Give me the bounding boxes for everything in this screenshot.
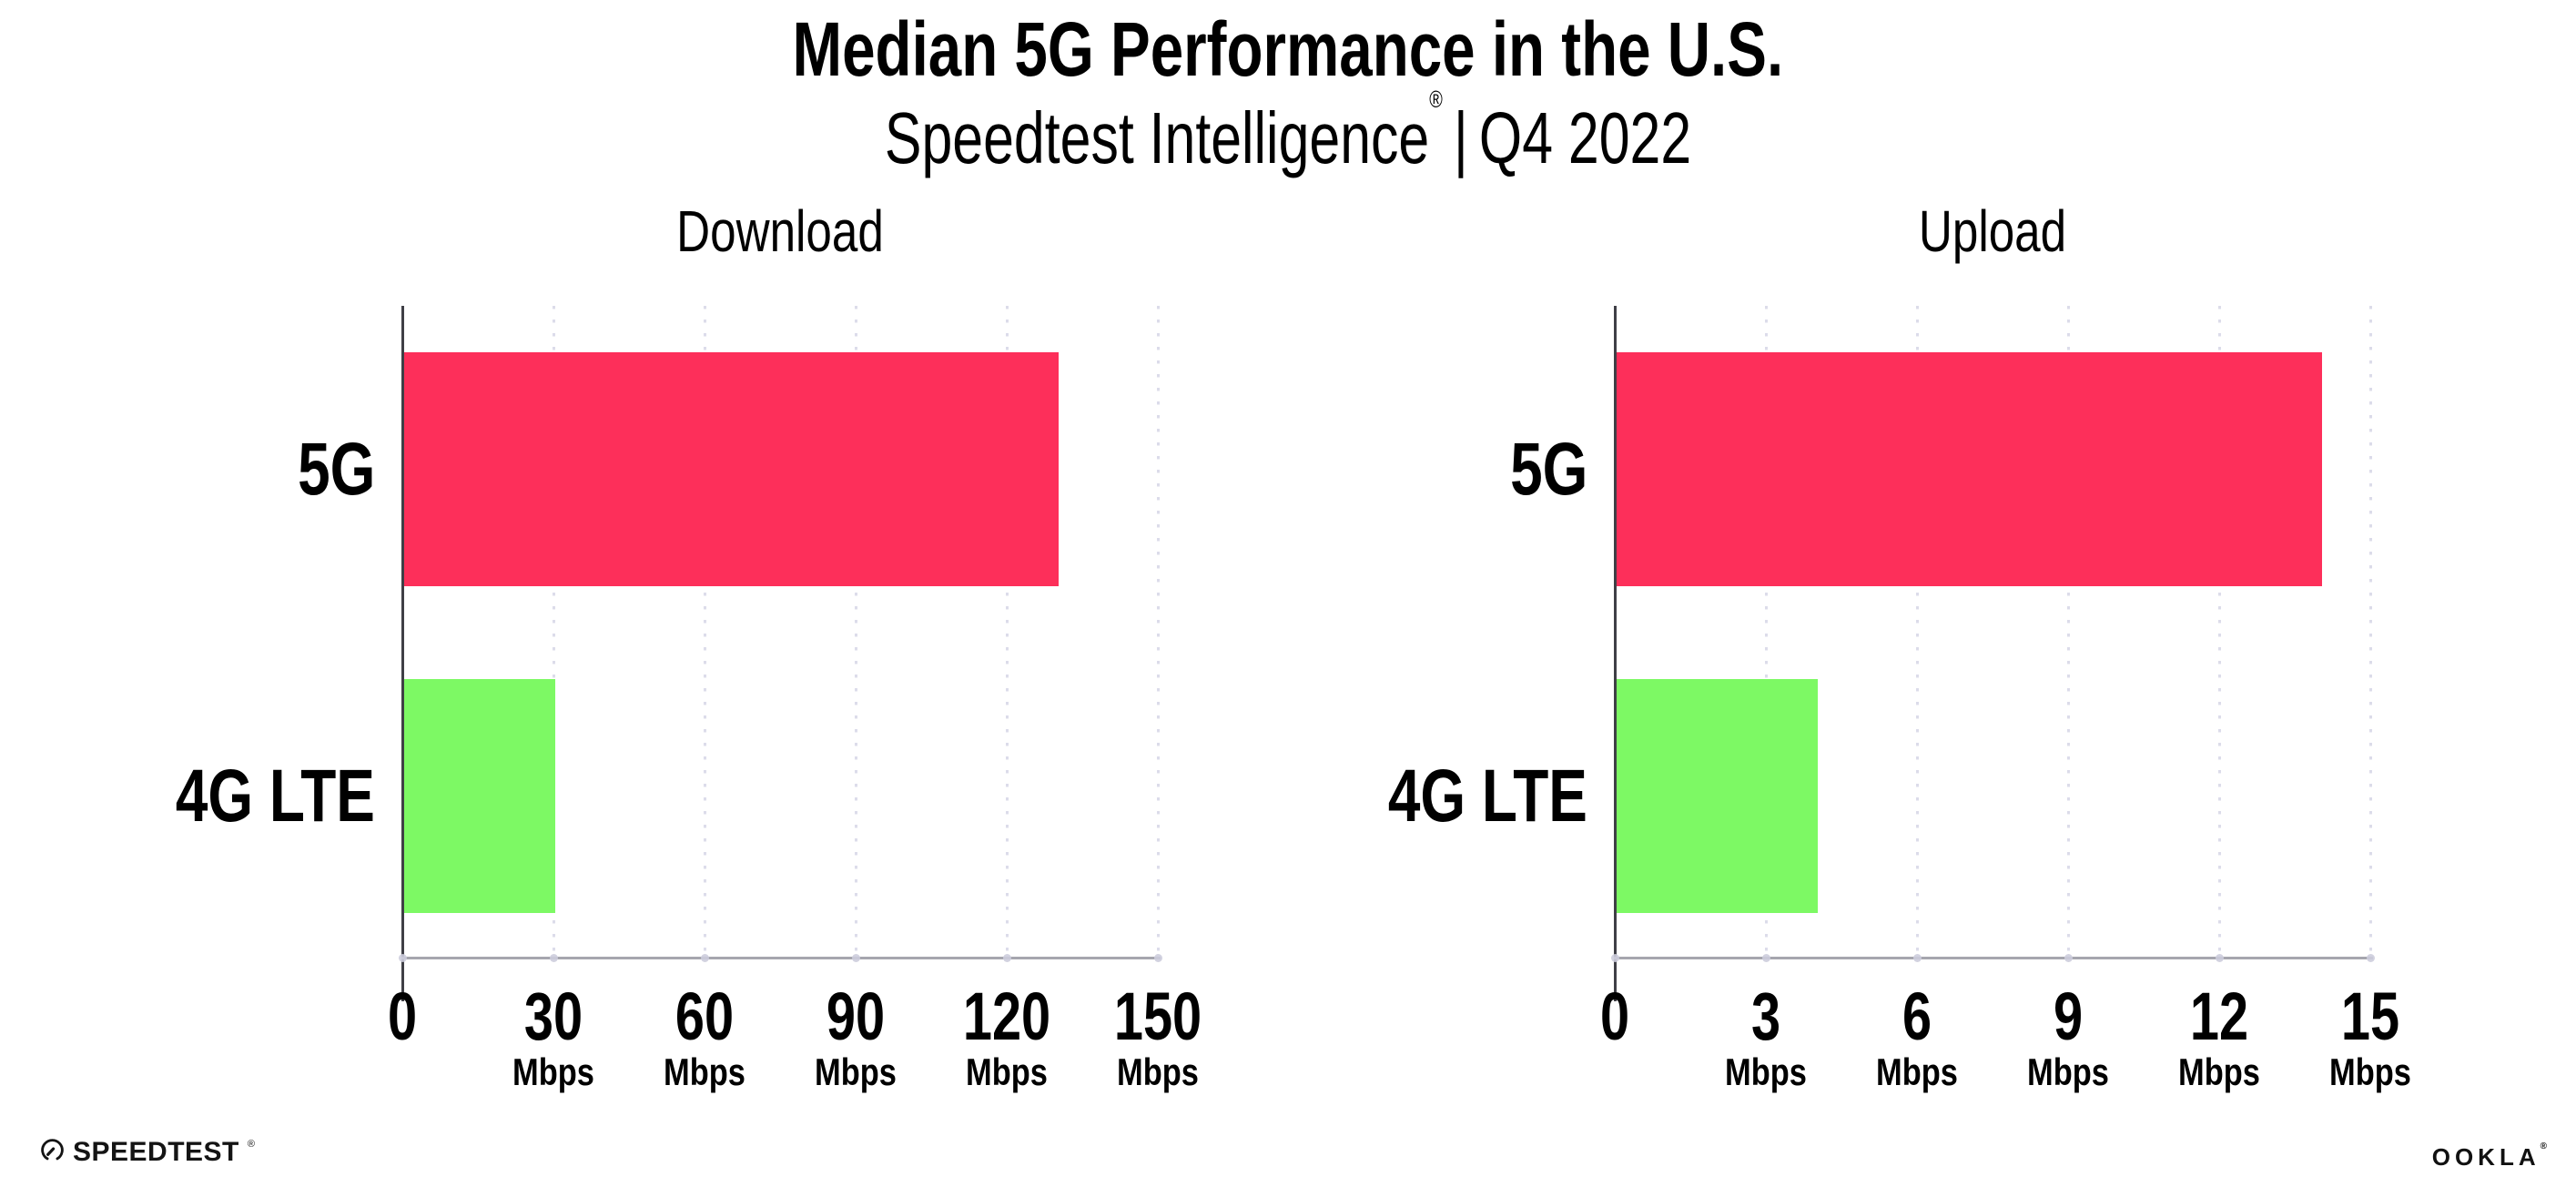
tick-label: 90: [826, 979, 886, 1054]
upload-chart-title: Upload: [1918, 198, 2067, 264]
axis-tick-dot: [549, 954, 558, 962]
gridline: [552, 306, 555, 957]
tick-unit-label: Mbps: [2178, 1050, 2260, 1093]
tick-unit-label: Mbps: [1876, 1050, 1958, 1093]
x-axis-baseline: [401, 957, 1161, 959]
category-label: 4G LTE: [1387, 754, 1587, 837]
tick-unit-label: Mbps: [1725, 1050, 1807, 1093]
page-title-text: Median 5G Performance in the U.S.: [792, 6, 1784, 92]
gridline: [1005, 306, 1009, 957]
subtitle-separator: |: [1453, 97, 1468, 179]
registered-mark: ®: [1429, 85, 1443, 113]
axis-tick-dot: [1912, 954, 1922, 962]
subtitle-period: Q4 2022: [1478, 97, 1692, 179]
y-axis-spine: [401, 306, 404, 1001]
category-label: 5G: [297, 427, 375, 511]
tick-unit-label: Mbps: [2027, 1050, 2109, 1093]
gridline: [1764, 306, 1768, 957]
tick-unit-label: Mbps: [664, 1050, 745, 1093]
y-axis-spine: [1614, 306, 1617, 1001]
axis-tick-dot: [1610, 954, 1619, 962]
tick-label: 150: [1113, 979, 1202, 1054]
ookla-registered-mark: ®: [2540, 1141, 2547, 1152]
tick-label: 0: [1599, 979, 1630, 1054]
tick-label: 9: [2053, 979, 2084, 1054]
category-label: 5G: [1509, 427, 1587, 511]
bar-5g: [404, 352, 1059, 586]
tick-label: 0: [387, 979, 418, 1054]
tick-label: 60: [674, 979, 735, 1054]
speedtest-wordmark: SPEEDTEST: [73, 1137, 239, 1167]
axis-tick-dot: [2064, 954, 2073, 962]
ookla-logo: OOKLA®: [2431, 1142, 2547, 1171]
axis-tick-dot: [1002, 954, 1011, 962]
tick-unit-label: Mbps: [815, 1050, 897, 1093]
axis-tick-dot: [1153, 954, 1162, 962]
tick-label: 12: [2189, 979, 2249, 1054]
gridline: [1156, 306, 1160, 957]
tick-unit-label: Mbps: [1117, 1050, 1199, 1093]
gridline: [1915, 306, 1919, 957]
axis-tick-dot: [700, 954, 709, 962]
header: Median 5G Performance in the U.S. Speedt…: [0, 0, 2576, 175]
download-chart-title: Download: [676, 198, 884, 264]
tick-unit-label: Mbps: [2329, 1050, 2411, 1093]
tick-label: 120: [962, 979, 1051, 1054]
brand-name: Speedtest Intelligence: [884, 97, 1430, 179]
tick-label: 6: [1902, 979, 1932, 1054]
axis-tick-dot: [398, 954, 407, 962]
speedtest-gauge-icon: [40, 1138, 65, 1167]
page-title: Median 5G Performance in the U.S.: [0, 0, 2576, 89]
speedtest-logo: SPEEDTEST ®: [40, 1138, 255, 1167]
tick-unit-label: Mbps: [512, 1050, 594, 1093]
tick-label: 15: [2340, 979, 2400, 1054]
page-subtitle: Speedtest Intelligence® | Q4 2022: [0, 87, 2576, 175]
axis-tick-dot: [2215, 954, 2224, 962]
tick-unit-label: Mbps: [966, 1050, 1048, 1093]
tick-label: 30: [523, 979, 583, 1054]
category-label: 4G LTE: [175, 754, 375, 837]
bar-4g-lte: [404, 679, 555, 913]
axis-tick-dot: [1761, 954, 1770, 962]
axis-tick-dot: [851, 954, 860, 962]
gridline: [2217, 306, 2221, 957]
ookla-wordmark: OOKLA: [2431, 1143, 2541, 1171]
gridline: [854, 306, 857, 957]
bar-4g-lte: [1617, 679, 1818, 913]
gridline: [2066, 306, 2070, 957]
tick-label: 3: [1750, 979, 1781, 1054]
x-axis-baseline: [1614, 957, 2373, 959]
bar-5g: [1617, 352, 2322, 586]
gridline: [2368, 306, 2372, 957]
speedtest-registered-mark: ®: [247, 1139, 255, 1150]
axis-tick-dot: [2366, 954, 2375, 962]
gridline: [703, 306, 706, 957]
